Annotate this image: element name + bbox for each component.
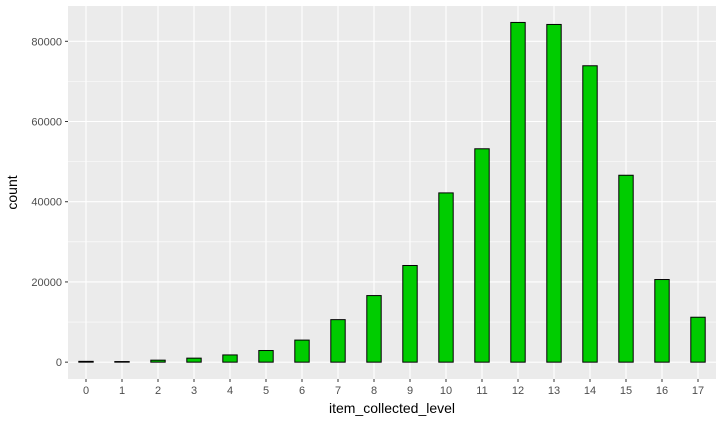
y-tick-label: 40000 [31,197,62,209]
x-tick-label: 4 [227,385,233,397]
bar-8 [366,295,382,363]
y-tick-label: 20000 [31,277,62,289]
x-tick-label: 17 [692,385,704,397]
x-tick-label: 10 [440,385,452,397]
bar-17 [690,316,706,363]
bar-15 [618,174,634,363]
y-tick-label: 0 [56,357,62,369]
x-tick-label: 12 [512,385,524,397]
x-tick-label: 13 [548,385,560,397]
bars-group [78,21,706,363]
bar-7 [330,319,346,363]
x-tick-label: 5 [263,385,269,397]
bar-12 [510,21,526,363]
bar-11 [474,148,490,363]
bar-1 [114,361,130,363]
bar-16 [654,279,670,363]
y-tick-label: 80000 [31,36,62,48]
x-tick-label: 14 [584,385,596,397]
x-tick-label: 7 [335,385,341,397]
bar-9 [402,264,418,363]
x-tick-label: 11 [476,385,487,397]
bar-2 [150,359,166,363]
bar-5 [258,350,274,363]
x-axis-ticks: 0 1 2 3 4 5 6 7 8 9 10 11 12 13 14 15 16 17 [83,379,704,397]
x-tick-label: 0 [83,385,89,397]
x-tick-label: 3 [191,385,197,397]
x-tick-label: 8 [371,385,377,397]
x-tick-label: 16 [656,385,668,397]
bar-0 [78,360,94,363]
bar-3 [186,357,202,363]
plot-panel [68,6,716,379]
y-tick-label: 60000 [31,117,62,129]
x-tick-label: 1 [119,385,125,397]
x-tick-label: 6 [299,385,305,397]
bar-10 [438,192,454,363]
x-tick-label: 9 [407,385,413,397]
y-axis-ticks: 0 20000 40000 60000 80000 [31,36,68,369]
x-tick-label: 2 [155,385,161,397]
x-tick-label: 15 [620,385,632,397]
y-axis-title: count [4,175,20,209]
x-axis-title: item_collected_level [329,400,455,416]
bar-13 [546,23,562,363]
grid-minor-lines [68,81,716,323]
bar-6 [294,339,310,363]
bar-14 [582,65,598,363]
bar-4 [222,354,238,363]
